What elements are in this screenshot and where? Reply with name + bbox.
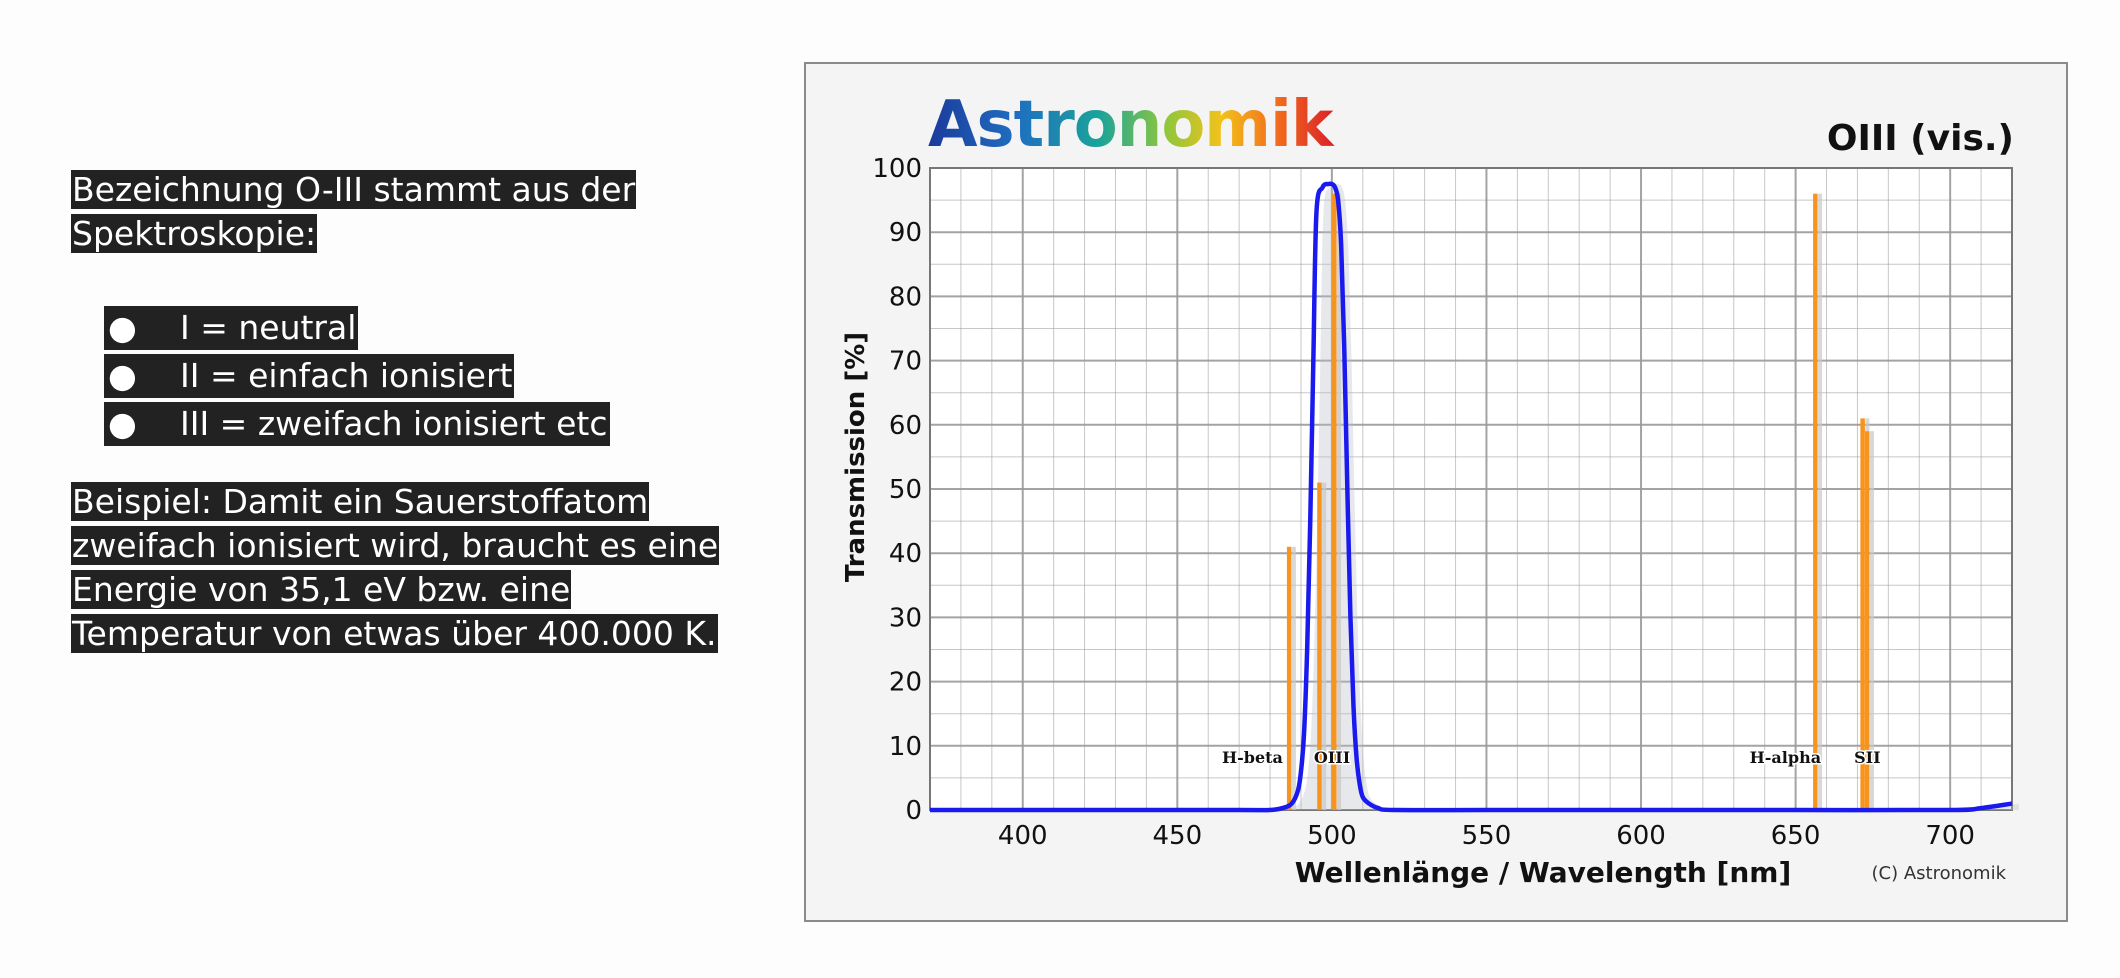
emission-line <box>1332 193 1337 810</box>
y-tick-label: 80 <box>889 282 922 312</box>
emission-line-label: SII <box>1854 748 1881 767</box>
bullet-icon: ● <box>108 308 137 347</box>
emission-line-shadow <box>1818 193 1823 810</box>
list-item: ● III = zweifach ionisiert etc <box>104 402 751 446</box>
y-tick-label: 40 <box>889 539 922 569</box>
ionization-list: ● I = neutral ● II = einfach ionisiert ● II… <box>104 306 751 446</box>
emission-line-label: H-beta <box>1222 748 1283 767</box>
example-line: zweifach ionisiert wird, braucht es eine <box>71 526 720 565</box>
x-axis-label: Wellenlänge / Wavelength [nm] <box>1295 856 1792 889</box>
example-line: Energie von 35,1 eV bzw. eine <box>71 570 572 609</box>
x-tick-label: 700 <box>1925 821 1975 851</box>
filter-curve-line <box>930 181 2013 813</box>
bullet-icon: ● <box>108 404 137 443</box>
list-item-text: III = zweifach ionisiert etc <box>180 404 608 443</box>
x-tick-labels: 400 450 500 550 600 650 700 <box>998 821 1975 851</box>
y-tick-label: 90 <box>889 218 922 248</box>
emission-line-shadow <box>1870 431 1875 810</box>
y-tick-label: 0 <box>905 796 922 826</box>
list-item: ● I = neutral <box>104 306 751 350</box>
y-tick-label: 10 <box>889 732 922 762</box>
example-paragraph: Beispiel: Damit ein Sauerstoffatom zweif… <box>71 480 751 656</box>
emission-line-shadow <box>1291 546 1296 810</box>
example-line: Temperatur von etwas über 400.000 K. <box>71 614 718 653</box>
y-tick-label: 60 <box>889 411 922 441</box>
emission-line <box>1813 193 1818 810</box>
bullet-icon: ● <box>108 356 137 395</box>
list-item-text: II = einfach ionisiert <box>180 356 513 395</box>
chart-title: OIII (vis.) <box>1827 118 2014 159</box>
y-tick-label: 20 <box>889 668 922 698</box>
emission-line <box>1286 546 1292 810</box>
y-tick-labels: 0 10 20 30 40 50 60 70 80 90 100 <box>872 154 922 826</box>
example-line: Beispiel: Damit ein Sauerstoffatom <box>71 482 650 521</box>
intro-line: Spektroskopie: <box>71 214 318 253</box>
y-axis-label: Transmission [%] <box>841 332 871 582</box>
emission-line-labels: H-beta OIII H-alpha SII <box>1221 747 1883 769</box>
chart-frame: 0 10 20 30 40 50 60 70 80 90 100 400 450 500 550 600 65… <box>804 62 2068 922</box>
y-tick-label: 30 <box>889 603 922 633</box>
emission-line-label: H-alpha <box>1750 748 1821 767</box>
x-tick-label: 450 <box>1152 821 1202 851</box>
astronomik-logo: Astronomik <box>928 88 1335 162</box>
y-tick-label: 50 <box>889 475 922 505</box>
intro-line: Bezeichnung O-III stammt aus der <box>71 170 637 209</box>
emission-line-shadow <box>1322 482 1327 810</box>
emission-line-shadow <box>1337 193 1342 810</box>
x-tick-label: 600 <box>1616 821 1666 851</box>
list-item: ● II = einfach ionisiert <box>104 354 751 398</box>
x-tick-label: 500 <box>1307 821 1357 851</box>
filter-curve <box>930 181 2013 813</box>
list-item-text: I = neutral <box>180 308 357 347</box>
y-tick-label: 100 <box>872 154 922 184</box>
x-tick-label: 400 <box>998 821 1048 851</box>
y-tick-label: 70 <box>889 347 922 377</box>
transmission-chart: 0 10 20 30 40 50 60 70 80 90 100 400 450 500 550 600 65… <box>841 88 2019 889</box>
intro-paragraph: Bezeichnung O-III stammt aus der Spektro… <box>71 168 751 256</box>
x-tick-label: 650 <box>1771 821 1821 851</box>
x-tick-label: 550 <box>1462 821 1512 851</box>
emission-line <box>1860 418 1865 810</box>
emission-lines <box>1286 193 1875 810</box>
emission-line <box>1865 431 1870 810</box>
text-panel: Bezeichnung O-III stammt aus der Spektro… <box>71 168 751 656</box>
emission-line <box>1317 482 1322 810</box>
emission-line-label: OIII <box>1314 748 1350 767</box>
copyright-text: (C) Astronomik <box>1872 863 2007 884</box>
